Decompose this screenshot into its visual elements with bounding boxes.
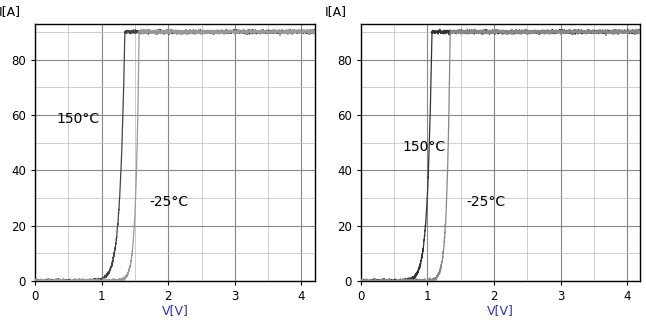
X-axis label: V[V]: V[V]	[487, 305, 514, 318]
Text: 150°C: 150°C	[402, 140, 445, 154]
Text: -25°C: -25°C	[150, 195, 189, 209]
X-axis label: V[V]: V[V]	[162, 305, 189, 318]
Text: 150°C: 150°C	[56, 112, 99, 126]
Text: I[A]: I[A]	[0, 5, 21, 18]
Text: -25°C: -25°C	[466, 195, 505, 209]
Text: I[A]: I[A]	[324, 5, 346, 18]
